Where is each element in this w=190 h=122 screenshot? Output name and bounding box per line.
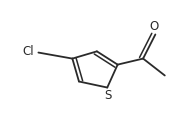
Text: S: S [105, 89, 112, 102]
Text: O: O [150, 20, 159, 33]
Text: Cl: Cl [22, 45, 34, 58]
